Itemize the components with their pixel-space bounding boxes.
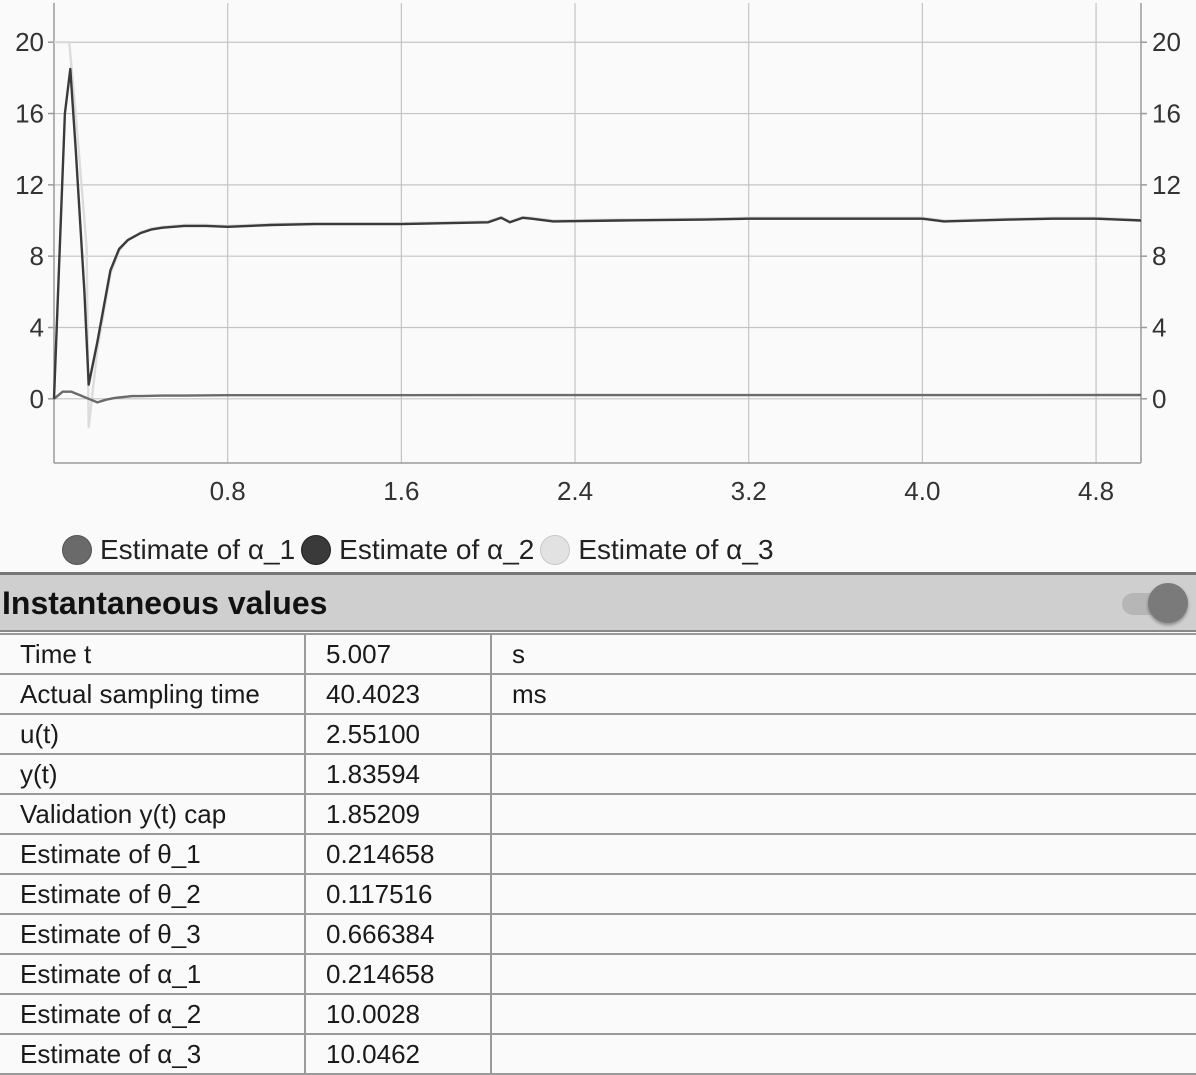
instantaneous-values-table: Time t 5.007 s Actual sampling time 40.4023 m…: [0, 633, 1196, 1075]
row-value: 40.4023: [305, 673, 492, 715]
y-tick-label-left: 4: [30, 312, 44, 342]
row-label: Actual sampling time: [0, 673, 306, 715]
series-line-alpha-3: [54, 41, 1142, 429]
table-row: Validation y(t) cap 1.85209: [0, 793, 1196, 835]
row-value: 5.007: [305, 633, 492, 675]
row-value: 0.214658: [305, 833, 492, 875]
row-value: 1.85209: [305, 793, 492, 835]
chart-grid: [54, 3, 1141, 463]
instantaneous-values-toggle[interactable]: [1122, 583, 1190, 623]
x-tick-label: 2.4: [557, 476, 593, 506]
chart-series: [52, 41, 1142, 429]
table-row: Time t 5.007 s: [0, 633, 1196, 675]
y-tick-label-right: 12: [1152, 170, 1181, 200]
series-line-alpha-2: [52, 67, 1142, 399]
row-label: y(t): [0, 753, 306, 795]
y-tick-label-right: 4: [1152, 312, 1166, 342]
row-value: 0.214658: [305, 953, 492, 995]
x-tick-label: 0.8: [210, 476, 246, 506]
legend-swatch-alpha-3: [540, 535, 571, 565]
row-unit: [491, 793, 1196, 835]
y-tick-label-left: 8: [30, 241, 44, 271]
row-value: 2.55100: [305, 713, 492, 755]
row-label: u(t): [0, 713, 306, 755]
y-tick-label-right: 20: [1152, 27, 1181, 57]
row-label: Estimate of θ_1: [0, 833, 306, 875]
row-unit: [491, 953, 1196, 995]
estimates-chart[interactable]: 0.8 1.6 2.4 3.2 4.0 4.8 20 16 12 8 4 0 20 16 12 8 4 0: [0, 0, 1196, 520]
row-unit: [491, 873, 1196, 915]
row-unit: ms: [491, 673, 1196, 715]
legend-item-alpha-1[interactable]: Estimate of α_1: [62, 534, 301, 566]
x-tick-label: 1.6: [383, 476, 419, 506]
table-row: Actual sampling time 40.4023 ms: [0, 673, 1196, 715]
table-row: Estimate of α_3 10.0462: [0, 1033, 1196, 1075]
row-label: Estimate of θ_3: [0, 913, 306, 955]
chart-legend: Estimate of α_1 Estimate of α_2 Estimate…: [62, 530, 780, 570]
toggle-thumb: [1148, 583, 1188, 623]
row-unit: [491, 713, 1196, 755]
row-value: 1.83594: [305, 753, 492, 795]
row-unit: s: [491, 633, 1196, 675]
legend-swatch-alpha-1: [62, 535, 92, 565]
x-tick-label: 3.2: [731, 476, 767, 506]
row-value: 0.666384: [305, 913, 492, 955]
y-tick-label-left: 12: [15, 170, 44, 200]
table-row: Estimate of θ_3 0.666384: [0, 913, 1196, 955]
series-line-alpha-1: [53, 390, 1142, 404]
row-unit: [491, 753, 1196, 795]
row-label: Validation y(t) cap: [0, 793, 306, 835]
row-label: Time t: [0, 633, 306, 675]
row-label: Estimate of α_2: [0, 993, 306, 1035]
x-tick-label: 4.8: [1078, 476, 1114, 506]
y-tick-label-left: 20: [15, 27, 44, 57]
row-label: Estimate of θ_2: [0, 873, 306, 915]
legend-label-alpha-2: Estimate of α_2: [339, 534, 535, 565]
table-row: Estimate of θ_2 0.117516: [0, 873, 1196, 915]
row-unit: [491, 833, 1196, 875]
legend-item-alpha-2[interactable]: Estimate of α_2: [301, 534, 540, 566]
row-value: 10.0028: [305, 993, 492, 1035]
row-value: 0.117516: [305, 873, 492, 915]
y-tick-label-right: 8: [1152, 241, 1166, 271]
row-label: Estimate of α_3: [0, 1033, 306, 1075]
section-title: Instantaneous values: [2, 585, 328, 621]
instantaneous-values-header: Instantaneous values: [0, 572, 1196, 632]
row-unit: [491, 1033, 1196, 1075]
legend-label-alpha-1: Estimate of α_1: [100, 534, 296, 565]
table-row: Estimate of α_1 0.214658: [0, 953, 1196, 995]
row-label: Estimate of α_1: [0, 953, 306, 995]
table-row: Estimate of θ_1 0.214658: [0, 833, 1196, 875]
y-tick-label-left: 16: [15, 99, 44, 129]
legend-label-alpha-3: Estimate of α_3: [578, 534, 774, 565]
row-value: 10.0462: [305, 1033, 492, 1075]
legend-swatch-alpha-2: [301, 535, 332, 565]
y-tick-label-left: 0: [30, 384, 44, 414]
table-row: u(t) 2.55100: [0, 713, 1196, 755]
row-unit: [491, 913, 1196, 955]
y-tick-label-right: 16: [1152, 99, 1181, 129]
row-unit: [491, 993, 1196, 1035]
x-tick-label: 4.0: [904, 476, 940, 506]
legend-item-alpha-3[interactable]: Estimate of α_3: [540, 534, 779, 566]
table-row: Estimate of α_2 10.0028: [0, 993, 1196, 1035]
y-tick-label-right: 0: [1152, 384, 1166, 414]
table-row: y(t) 1.83594: [0, 753, 1196, 795]
chart-tick-labels: 0.8 1.6 2.4 3.2 4.0 4.8 20 16 12 8 4 0 20 16 12 8 4 0: [15, 27, 1181, 506]
